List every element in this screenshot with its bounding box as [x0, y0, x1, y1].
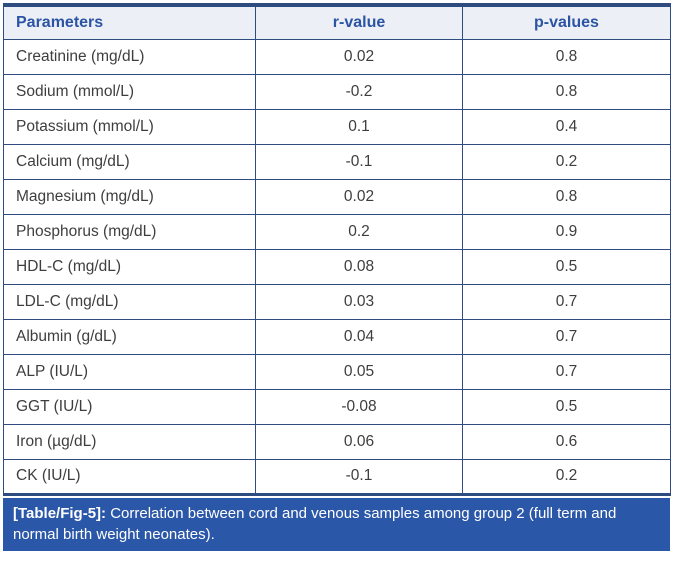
table-row: Calcium (mg/dL) -0.1 0.2 — [3, 143, 671, 180]
r-value-cell: -0.2 — [255, 73, 463, 110]
caption-text: Correlation between cord and venous samp… — [13, 504, 617, 543]
table-header-row: Parameters r-value p-values — [3, 4, 671, 40]
p-value-cell: 0.8 — [462, 178, 671, 215]
r-value-cell: -0.08 — [255, 388, 463, 425]
p-value-cell: 0.7 — [462, 318, 671, 355]
table-row: Phosphorus (mg/dL) 0.2 0.9 — [3, 213, 671, 250]
r-value-cell: 0.03 — [255, 283, 463, 320]
r-value-cell: 0.02 — [255, 178, 463, 215]
table-row: CK (IU/L) -0.1 0.2 — [3, 458, 671, 495]
parameter-cell: Iron (µg/dL) — [3, 423, 256, 460]
parameter-cell: Creatinine (mg/dL) — [3, 38, 256, 75]
p-value-cell: 0.2 — [462, 143, 671, 180]
parameter-cell: LDL-C (mg/dL) — [3, 283, 256, 320]
table-caption: [Table/Fig-5]: Correlation between cord … — [3, 497, 670, 551]
p-value-cell: 0.5 — [462, 248, 671, 285]
table-row: Albumin (g/dL) 0.04 0.7 — [3, 318, 671, 355]
parameter-cell: Phosphorus (mg/dL) — [3, 213, 256, 250]
column-header-parameters: Parameters — [3, 4, 256, 40]
table-row: Creatinine (mg/dL) 0.02 0.8 — [3, 38, 671, 75]
parameter-cell: GGT (IU/L) — [3, 388, 256, 425]
p-value-cell: 0.9 — [462, 213, 671, 250]
p-value-cell: 0.6 — [462, 423, 671, 460]
r-value-cell: 0.05 — [255, 353, 463, 390]
p-value-cell: 0.2 — [462, 458, 671, 495]
p-value-cell: 0.8 — [462, 38, 671, 75]
r-value-cell: -0.1 — [255, 458, 463, 495]
p-value-cell: 0.7 — [462, 353, 671, 390]
r-value-cell: 0.04 — [255, 318, 463, 355]
r-value-cell: 0.1 — [255, 108, 463, 145]
parameter-cell: CK (IU/L) — [3, 458, 256, 495]
r-value-cell: 0.06 — [255, 423, 463, 460]
table-row: HDL-C (mg/dL) 0.08 0.5 — [3, 248, 671, 285]
table-row: LDL-C (mg/dL) 0.03 0.7 — [3, 283, 671, 320]
p-value-cell: 0.4 — [462, 108, 671, 145]
table-row: Magnesium (mg/dL) 0.02 0.8 — [3, 178, 671, 215]
table-row: Iron (µg/dL) 0.06 0.6 — [3, 423, 671, 460]
table-row: GGT (IU/L) -0.08 0.5 — [3, 388, 671, 425]
parameter-cell: Potassium (mmol/L) — [3, 108, 256, 145]
table-body: Creatinine (mg/dL) 0.02 0.8 Sodium (mmol/L)… — [3, 38, 671, 495]
p-value-cell: 0.7 — [462, 283, 671, 320]
r-value-cell: 0.08 — [255, 248, 463, 285]
column-header-p-values: p-values — [462, 4, 671, 40]
parameter-cell: Sodium (mmol/L) — [3, 73, 256, 110]
caption-label: [Table/Fig-5]: — [13, 504, 107, 522]
r-value-cell: -0.1 — [255, 143, 463, 180]
parameter-cell: Calcium (mg/dL) — [3, 143, 256, 180]
r-value-cell: 0.2 — [255, 213, 463, 250]
table-row: ALP (IU/L) 0.05 0.7 — [3, 353, 671, 390]
parameter-cell: Albumin (g/dL) — [3, 318, 256, 355]
parameter-cell: ALP (IU/L) — [3, 353, 256, 390]
p-value-cell: 0.5 — [462, 388, 671, 425]
parameter-cell: Magnesium (mg/dL) — [3, 178, 256, 215]
p-value-cell: 0.8 — [462, 73, 671, 110]
correlation-table: Parameters r-value p-values Creatinine (… — [3, 3, 671, 496]
r-value-cell: 0.02 — [255, 38, 463, 75]
table-row: Potassium (mmol/L) 0.1 0.4 — [3, 108, 671, 145]
column-header-r-value: r-value — [255, 4, 463, 40]
parameter-cell: HDL-C (mg/dL) — [3, 248, 256, 285]
table-row: Sodium (mmol/L) -0.2 0.8 — [3, 73, 671, 110]
